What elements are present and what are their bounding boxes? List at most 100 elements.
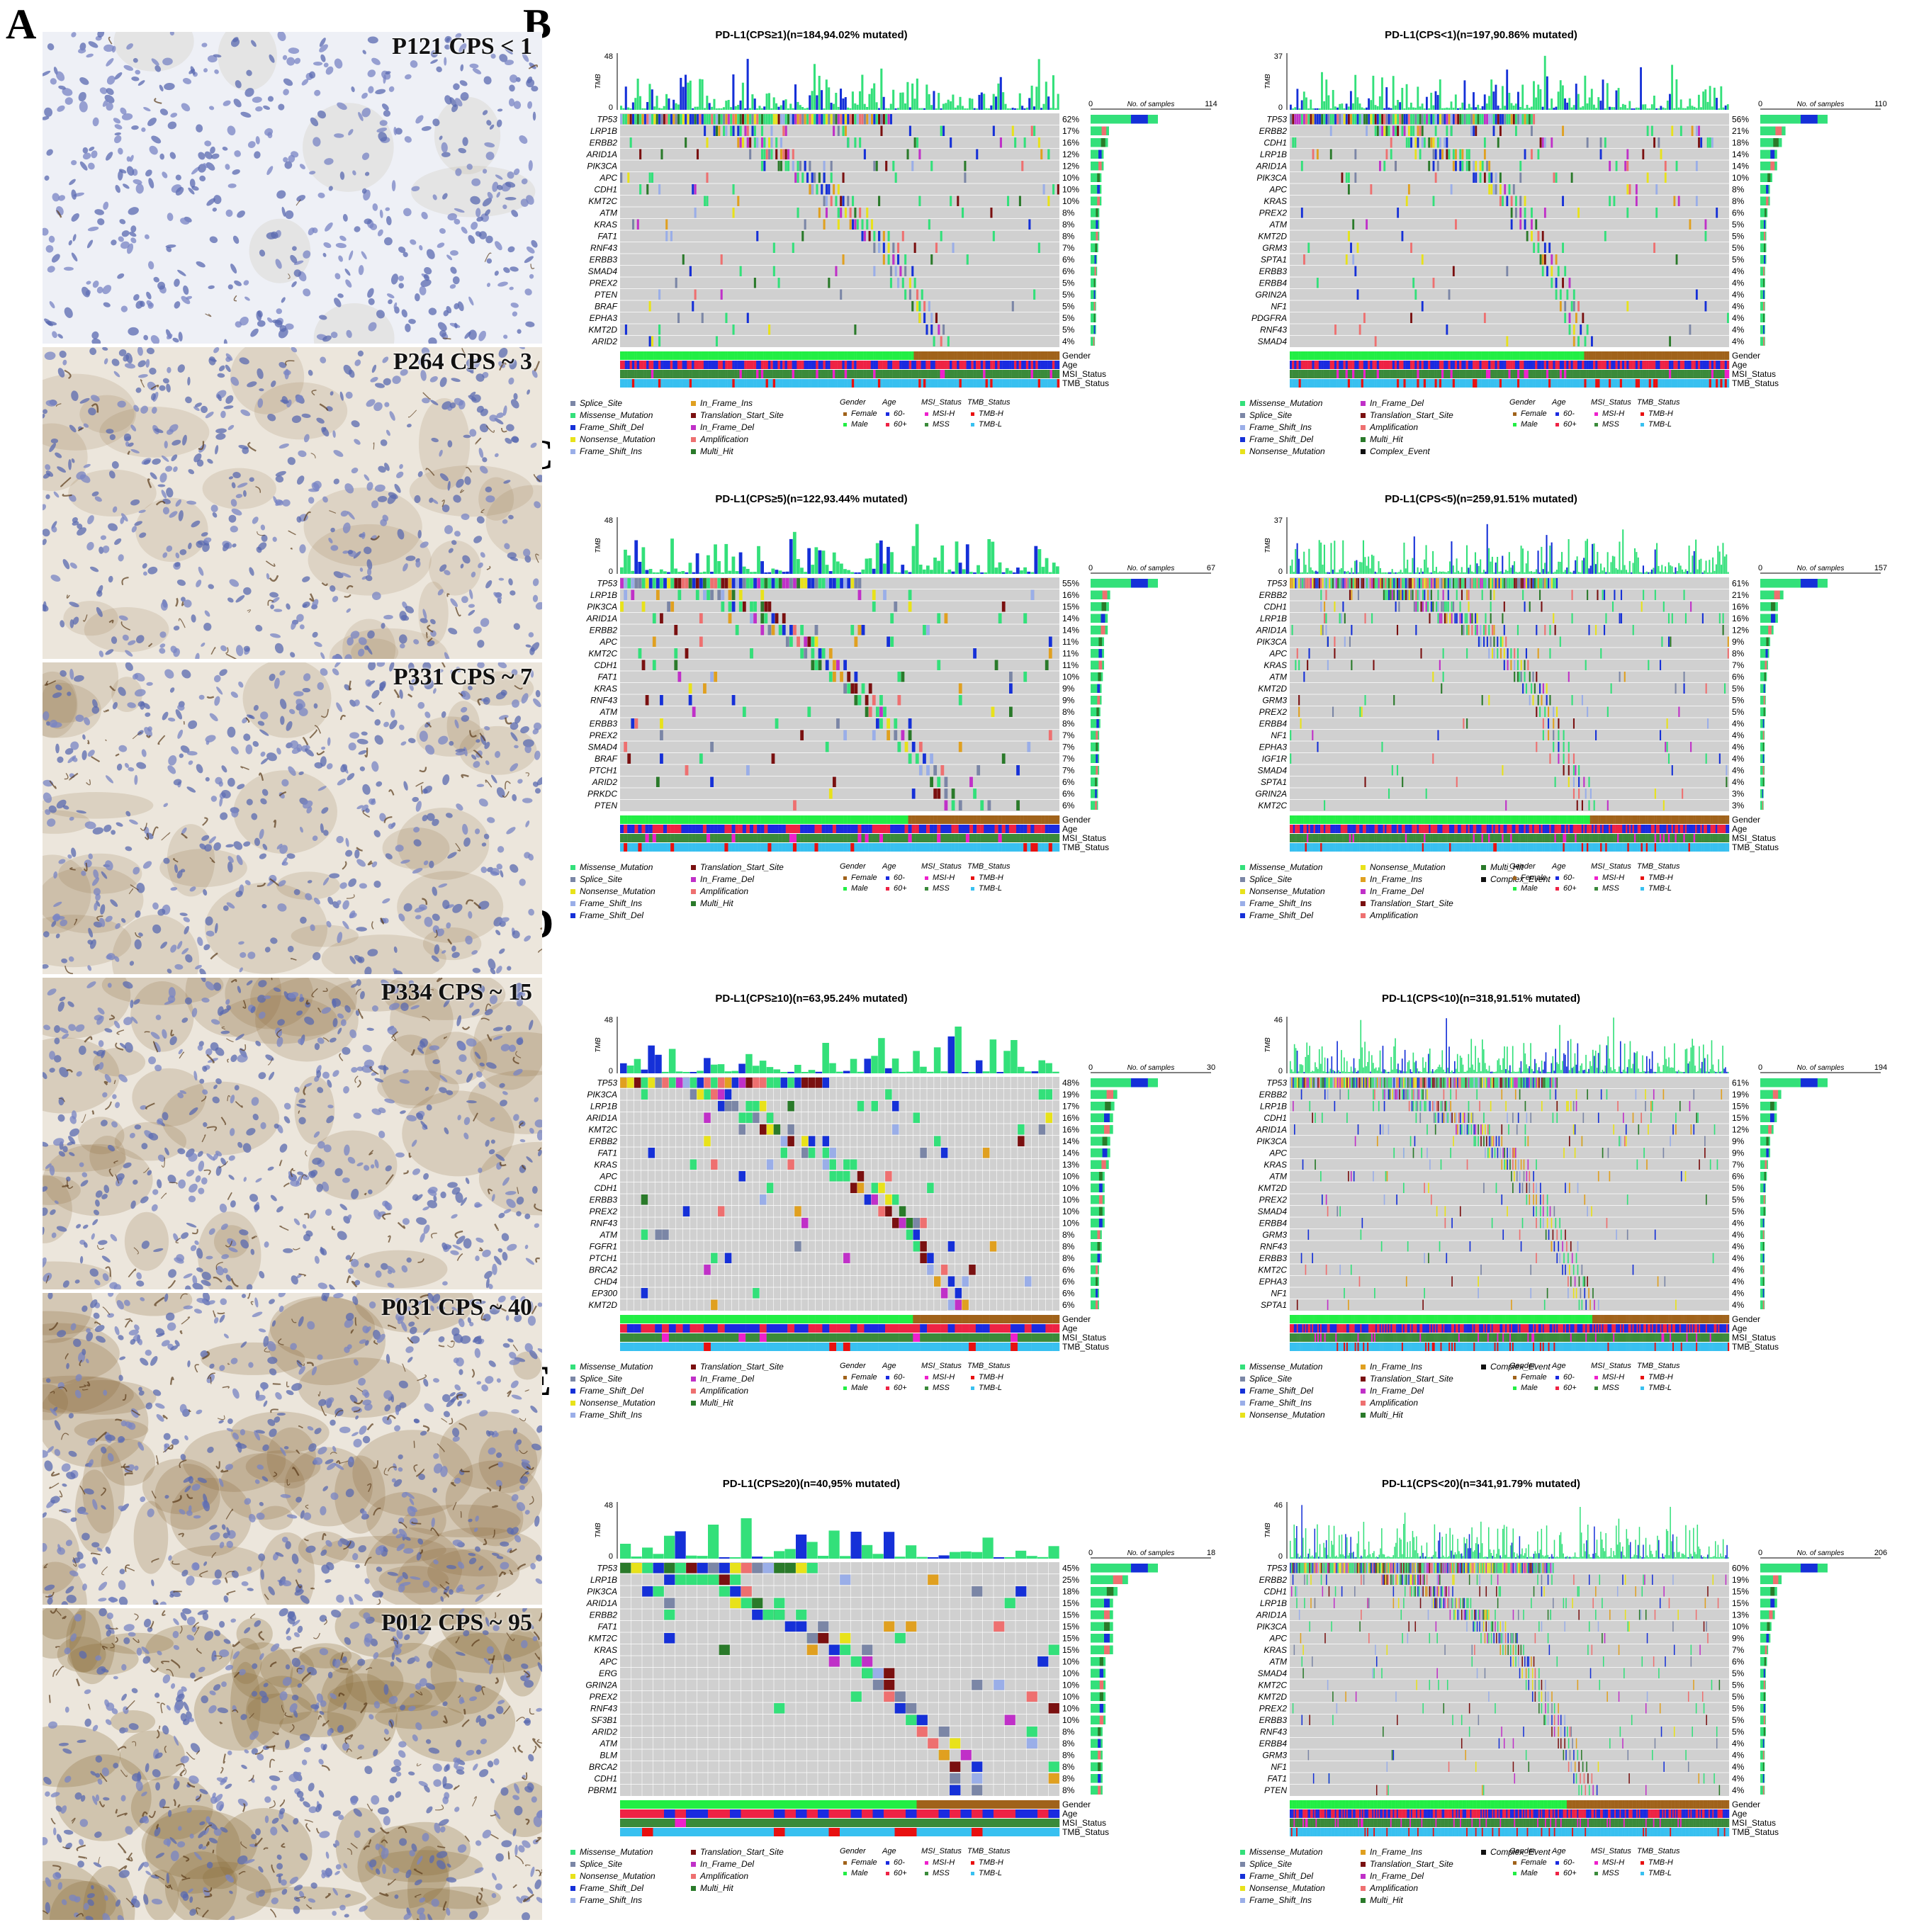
annotation-track-cell — [1412, 370, 1415, 378]
tmb-bar — [1593, 104, 1595, 110]
mutation-cell — [1417, 125, 1419, 136]
mutation-cell — [908, 289, 911, 300]
annotation-track-cell — [1002, 361, 1005, 369]
gene-label: ARID1A — [586, 149, 617, 159]
legend-label: Nonsense_Mutation — [580, 434, 655, 444]
annotation-track-cell — [847, 370, 850, 378]
legend-category-item: Male — [1513, 420, 1538, 429]
annotation-track-cell — [1448, 379, 1451, 388]
annotation-track-cell — [1553, 370, 1555, 378]
tmb-bar — [865, 558, 869, 574]
annotation-track-cell — [983, 361, 986, 369]
mutation-cell — [1390, 137, 1392, 148]
mutation-cell — [1373, 578, 1375, 589]
tmb-bar — [682, 86, 685, 110]
annotation-track-cell — [1016, 834, 1020, 842]
gene-label: TP53 — [1266, 579, 1287, 589]
annotation-track-cell — [1483, 351, 1487, 360]
annotation-track-cell — [906, 351, 909, 360]
mutation-cell — [1570, 301, 1573, 312]
annotation-track-cell — [1459, 361, 1462, 369]
annotation-track-cell — [959, 370, 962, 378]
mutation-cell — [1610, 683, 1612, 694]
tmb-bar — [1405, 568, 1407, 574]
annotation-track-cell — [944, 825, 948, 833]
annotation-track-cell — [695, 834, 699, 842]
legend-item: Translation_Start_Site — [691, 862, 784, 872]
mutation-cell — [1481, 589, 1483, 600]
mutation-cell — [1436, 601, 1438, 612]
mutation-cell — [1533, 242, 1536, 253]
mutation-cell — [918, 765, 923, 776]
annotation-track-cell — [1492, 379, 1495, 388]
mutation-cell — [1475, 125, 1478, 136]
tmb-bar — [806, 108, 809, 110]
mutation-cell — [1452, 161, 1455, 171]
annotation-track-cell — [1609, 361, 1611, 369]
mutation-cell — [720, 289, 723, 300]
annotation-track-cell — [1713, 361, 1716, 369]
annotation-track-cell — [767, 825, 772, 833]
mutation-cell — [778, 578, 782, 589]
annotation-track-cell — [1358, 351, 1361, 360]
annotation-track-cell — [659, 825, 664, 833]
annotation-track-cell — [1298, 379, 1301, 388]
mutation-cell — [856, 114, 859, 125]
annotation-track-cell — [1417, 379, 1419, 388]
annotation-track-cell — [1682, 361, 1685, 369]
mutation-cell — [1290, 114, 1292, 125]
annotation-track-cell — [737, 379, 740, 388]
mutation-cell — [1417, 601, 1419, 612]
mutation-cell — [780, 161, 782, 171]
annotation-track-cell — [1718, 361, 1721, 369]
mutation-cell — [836, 718, 840, 729]
mutation-cell — [1391, 578, 1393, 589]
mutation-cell — [1526, 114, 1529, 125]
annotation-track-cell — [877, 379, 881, 388]
mutation-cell — [1588, 800, 1590, 810]
annotation-track-cell — [638, 351, 642, 360]
tmb-bar — [1582, 106, 1585, 110]
annotation-track-cell — [1677, 351, 1680, 360]
tmb-bar — [745, 569, 750, 574]
annotation-track-cell — [962, 825, 967, 833]
annotation-track-cell — [1609, 379, 1611, 388]
annotation-track-cell — [1048, 815, 1053, 824]
annotation-track-cell — [1403, 370, 1406, 378]
mutation-cell — [1553, 742, 1555, 752]
mutation-cell — [638, 648, 642, 659]
mutation-cell — [1531, 125, 1533, 136]
annotation-track-cell — [870, 370, 874, 378]
annotation-track-cell — [1528, 361, 1531, 369]
tmb-bar — [828, 571, 833, 574]
annotation-track-cell — [1006, 370, 1010, 378]
gene-label: SMAD4 — [588, 266, 618, 276]
annotation-track-cell — [668, 370, 670, 378]
annotation-track-cell — [958, 825, 962, 833]
mutation-cell — [850, 578, 855, 589]
mutation-cell — [694, 208, 697, 218]
annotation-track-cell — [1037, 379, 1041, 388]
mutation-cell — [1428, 137, 1431, 148]
annotation-track-cell — [1047, 379, 1050, 388]
mutation-cell — [809, 114, 811, 125]
annotation-track-cell — [1606, 351, 1609, 360]
annotation-track-cell — [1314, 361, 1317, 369]
annotation-track-cell — [1049, 361, 1053, 369]
annotation-track-cell — [629, 351, 633, 360]
mutation-cell — [1461, 149, 1464, 159]
tmb-bar — [1351, 567, 1353, 574]
annotation-track-cell — [708, 379, 711, 388]
annotation-track-cell — [1401, 370, 1404, 378]
tmb-bar — [1334, 106, 1336, 110]
legend-label: MSI-H — [1602, 409, 1625, 418]
mutation-cell — [751, 114, 754, 125]
mutation-cell — [1429, 589, 1431, 600]
annotation-track-cell — [658, 370, 661, 378]
annotation-track-cell — [983, 370, 986, 378]
legend-label: Amplification — [700, 434, 749, 444]
tmb-bar — [1710, 572, 1712, 574]
annotation-track-cell — [844, 379, 848, 388]
mutation-cell — [1524, 208, 1526, 218]
annotation-track-cell — [1366, 370, 1368, 378]
